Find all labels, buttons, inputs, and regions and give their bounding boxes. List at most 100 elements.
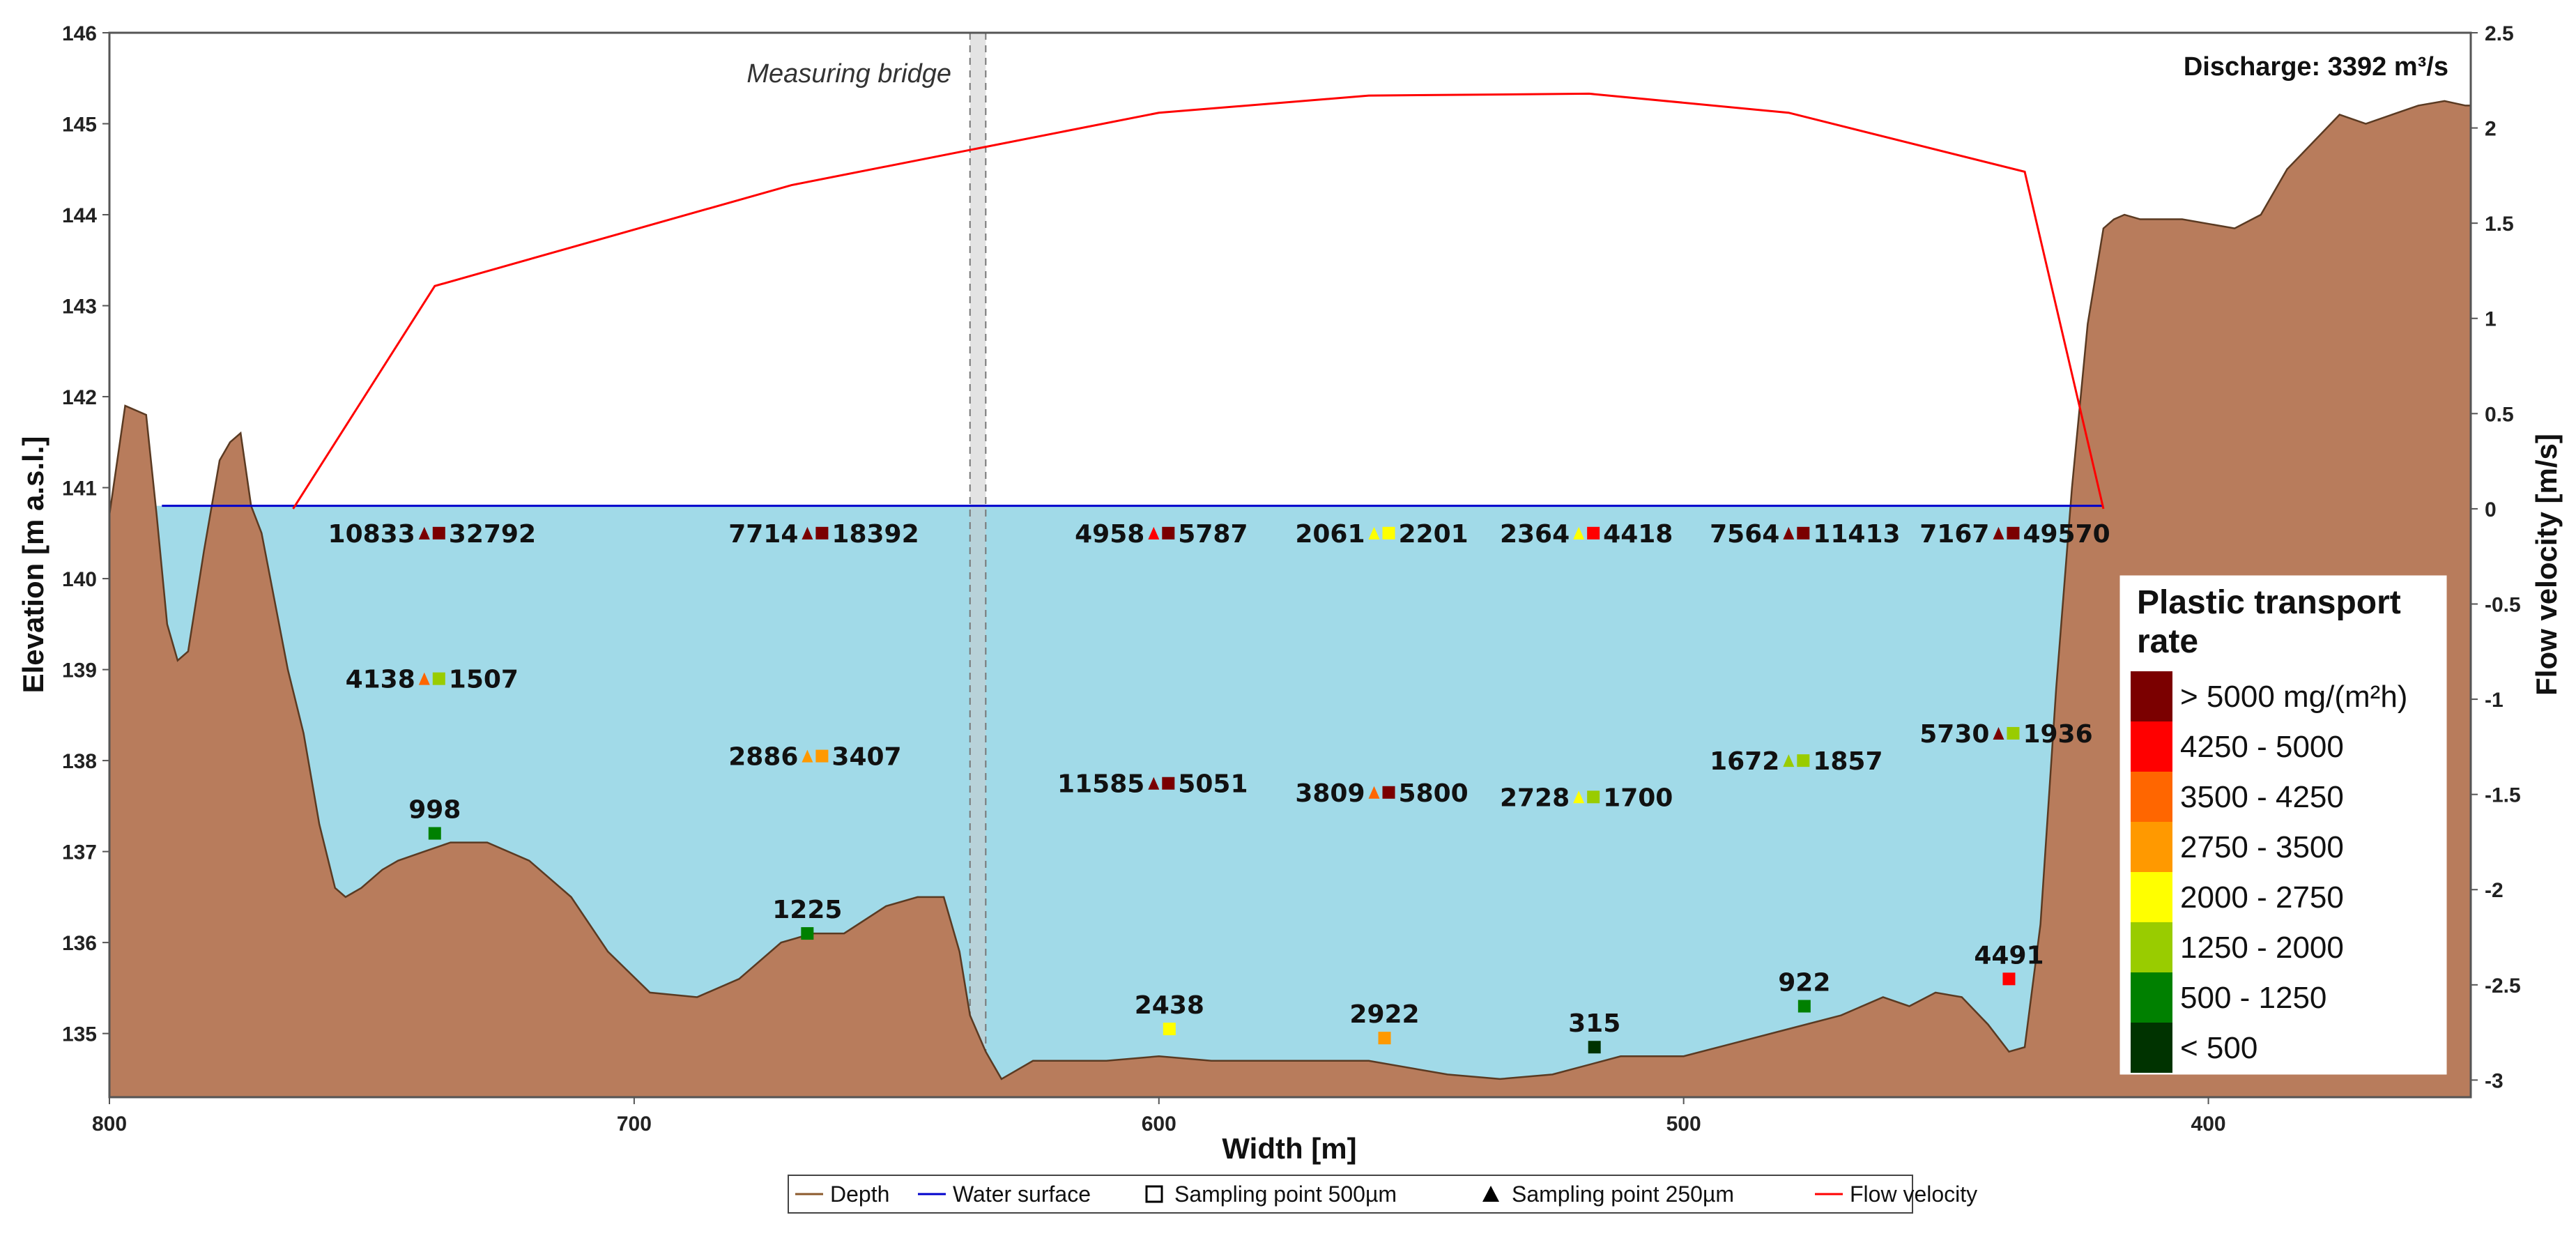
sample-500um-value: 922 xyxy=(1778,968,1830,997)
legend-swatch xyxy=(2131,671,2172,721)
sample-250um-value: 3809 xyxy=(1295,779,1365,808)
sample-250um-value: 2364 xyxy=(1500,520,1570,549)
legend-label: 2750 - 3500 xyxy=(2180,830,2344,864)
legend-title-line2: rate xyxy=(2137,623,2198,660)
key-label: Sampling point 500µm xyxy=(1174,1182,1397,1207)
legend-swatch xyxy=(2131,721,2172,772)
key-label: Sampling point 250µm xyxy=(1512,1182,1734,1207)
water-area xyxy=(109,505,2471,1097)
sample-500um-value: 1857 xyxy=(1813,747,1883,776)
y2-tick-label: -3 xyxy=(2485,1069,2504,1092)
y-tick-label: 139 xyxy=(62,659,97,682)
sample-250um-value: 2886 xyxy=(728,743,798,772)
sample-500um-value: 18392 xyxy=(831,520,919,549)
sample-250um-triangle xyxy=(1993,526,2004,540)
sample-250um-triangle xyxy=(1783,754,1795,767)
sample-500um-square xyxy=(1587,526,1600,540)
y2-tick-label: -1.5 xyxy=(2485,784,2521,807)
legend-label: 3500 - 4250 xyxy=(2180,780,2344,814)
sample-500um-square xyxy=(1162,526,1175,540)
sample-250um-triangle xyxy=(802,526,813,540)
sample-500um-value: 2922 xyxy=(1349,1000,1419,1029)
flow-velocity-line xyxy=(292,92,2105,510)
sample-250um-triangle xyxy=(1573,790,1585,804)
sample-250um-value: 7167 xyxy=(1919,520,1989,549)
y-tick-label: 135 xyxy=(62,1023,97,1046)
y2-tick-label: -1 xyxy=(2485,689,2504,712)
legend-swatch xyxy=(2131,872,2172,922)
key-label: Depth xyxy=(830,1182,889,1207)
y-tick-label: 138 xyxy=(62,750,97,773)
sample-500um-square xyxy=(1382,786,1395,799)
legend-swatch xyxy=(2131,772,2172,822)
sample-250um-triangle xyxy=(1148,526,1160,540)
sample-500um-value: 4491 xyxy=(1974,941,2044,970)
sample-500um-square xyxy=(1162,777,1175,790)
x-tick-label: 700 xyxy=(617,1113,652,1136)
legend-title-line1: Plastic transport xyxy=(2137,584,2401,621)
legend-swatch xyxy=(2131,972,2172,1023)
sample-500um-value: 5787 xyxy=(1178,520,1248,549)
legend-swatch xyxy=(2131,1023,2172,1073)
sample-500um-value: 1700 xyxy=(1603,784,1673,812)
sample-250um-value: 2728 xyxy=(1500,784,1570,812)
key-label: Flow velocity xyxy=(1850,1182,1977,1207)
key-legend-box xyxy=(788,1175,1913,1214)
sample-500um-square xyxy=(1797,1000,1811,1013)
bridge-band xyxy=(969,33,986,1097)
x-tick-label: 400 xyxy=(2191,1113,2226,1136)
sample-500um-value: 2438 xyxy=(1135,991,1204,1020)
measuring-bridge-label: Measuring bridge xyxy=(746,59,951,89)
y2-axis-title: Flow velocity [m/s] xyxy=(2530,434,2563,696)
y-tick-label: 142 xyxy=(62,386,97,409)
sample-250um-value: 4138 xyxy=(346,666,415,694)
sample-250um-value: 2061 xyxy=(1295,520,1365,549)
sample-500um-square xyxy=(1797,754,1810,767)
sample-250um-value: 4958 xyxy=(1075,520,1144,549)
y2-tick-label: 0 xyxy=(2485,498,2497,521)
sample-500um-value: 4418 xyxy=(1603,520,1673,549)
legend-label: 2000 - 2750 xyxy=(2180,880,2344,915)
y2-tick-label: 2.5 xyxy=(2485,22,2514,45)
series-key-legend: Depth Water surface Sampling point 500µm Sa… xyxy=(788,1175,1977,1214)
y2-tick-label: 2 xyxy=(2485,118,2497,141)
sample-500um-square xyxy=(432,672,445,685)
sample-500um-value: 998 xyxy=(408,796,461,825)
y-tick-label: 144 xyxy=(62,204,97,227)
x-tick-label: 500 xyxy=(1666,1113,1701,1136)
right-axis: 2.5 2 1.5 1 0.5 0 -0.5 -1 -1.5 -2 -2.5 -3 xyxy=(2471,22,2521,1092)
key-label: Water surface xyxy=(953,1182,1091,1207)
sample-250um-value: 7564 xyxy=(1710,520,1779,549)
sample-500um-value: 32792 xyxy=(449,520,536,549)
x-axis-title: Width [m] xyxy=(1222,1132,1356,1165)
legend-label: 500 - 1250 xyxy=(2180,981,2326,1015)
sample-500um-square xyxy=(2007,726,2020,740)
sample-500um-value: 1225 xyxy=(772,896,842,924)
y-tick-label: 146 xyxy=(62,22,97,45)
sample-500um-square xyxy=(428,827,441,840)
sample-500um-square xyxy=(1587,790,1600,804)
sample-500um-square xyxy=(432,526,445,540)
legend-label: < 500 xyxy=(2180,1031,2257,1065)
y2-tick-label: 1 xyxy=(2485,308,2497,331)
sample-500um-value: 5051 xyxy=(1178,770,1248,799)
legend-label: 4250 - 5000 xyxy=(2180,730,2344,764)
sample-250um-triangle xyxy=(1783,526,1795,540)
y2-tick-label: 0.5 xyxy=(2485,403,2514,426)
sample-500um-value: 1936 xyxy=(2023,720,2092,749)
sample-500um-value: 3407 xyxy=(831,743,901,772)
sample-500um-square xyxy=(815,526,829,540)
sample-500um-square xyxy=(2007,526,2020,540)
sample-250um-triangle xyxy=(1148,777,1160,790)
sample-500um-square xyxy=(815,749,829,763)
transport-rate-legend: Plastic transport rate > 5000 mg/(m²h) 42… xyxy=(2119,575,2447,1075)
sample-500um-square xyxy=(1378,1032,1391,1045)
sample-500um-value: 11413 xyxy=(1813,520,1900,549)
legend-swatch xyxy=(2131,922,2172,972)
sample-250um-value: 10833 xyxy=(328,520,415,549)
key-square-symbol xyxy=(1145,1185,1163,1203)
sample-500um-value: 1507 xyxy=(449,666,519,694)
legend-swatch xyxy=(2131,822,2172,872)
y2-tick-label: -0.5 xyxy=(2485,593,2521,616)
sample-500um-value: 315 xyxy=(1568,1009,1620,1038)
